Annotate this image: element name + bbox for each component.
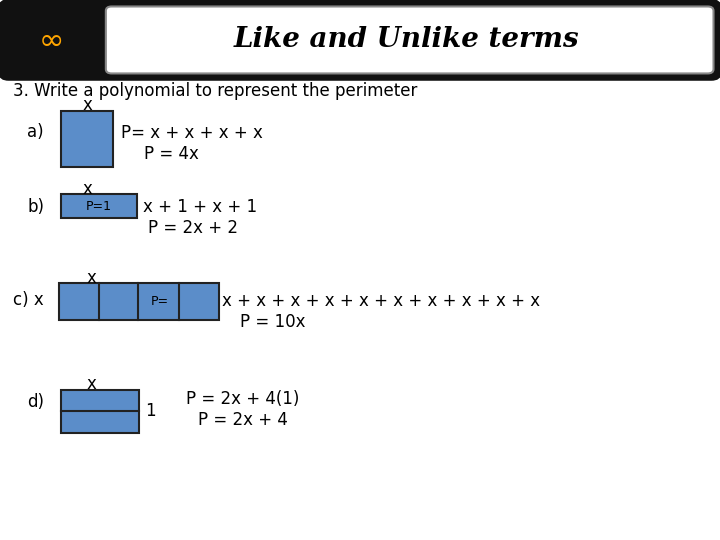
Bar	[61, 390, 139, 433]
FancyBboxPatch shape	[0, 1, 720, 79]
Text: P = 4x: P = 4x	[144, 145, 199, 163]
Text: x: x	[82, 96, 92, 114]
Text: a): a)	[27, 123, 44, 141]
Text: 1: 1	[145, 402, 156, 421]
Bar	[61, 111, 113, 167]
Text: x: x	[86, 375, 96, 394]
Text: x + x + x + x + x + x + x + x + x + x: x + x + x + x + x + x + x + x + x + x	[222, 292, 540, 310]
Text: b): b)	[27, 198, 45, 216]
Bar	[61, 194, 137, 218]
FancyBboxPatch shape	[106, 6, 714, 73]
Text: x + 1 + x + 1: x + 1 + x + 1	[143, 198, 257, 216]
Text: x: x	[82, 180, 92, 198]
Text: $\infty$: $\infty$	[38, 25, 63, 55]
Text: d): d)	[27, 393, 45, 411]
Text: Like and Unlike terms: Like and Unlike terms	[234, 26, 580, 53]
Text: c) x: c) x	[13, 291, 44, 309]
Text: P=: P=	[150, 295, 169, 308]
Text: P=1: P=1	[86, 200, 112, 213]
Text: P = 2x + 4(1): P = 2x + 4(1)	[186, 389, 299, 408]
Bar	[59, 283, 219, 320]
Text: x: x	[86, 269, 96, 287]
Text: P = 10x: P = 10x	[240, 313, 305, 331]
Text: P = 2x + 2: P = 2x + 2	[148, 219, 238, 237]
Text: 3. Write a polynomial to represent the perimeter: 3. Write a polynomial to represent the p…	[13, 82, 418, 100]
Text: P = 2x + 4: P = 2x + 4	[198, 411, 288, 429]
Text: P= x + x + x + x: P= x + x + x + x	[121, 124, 263, 142]
